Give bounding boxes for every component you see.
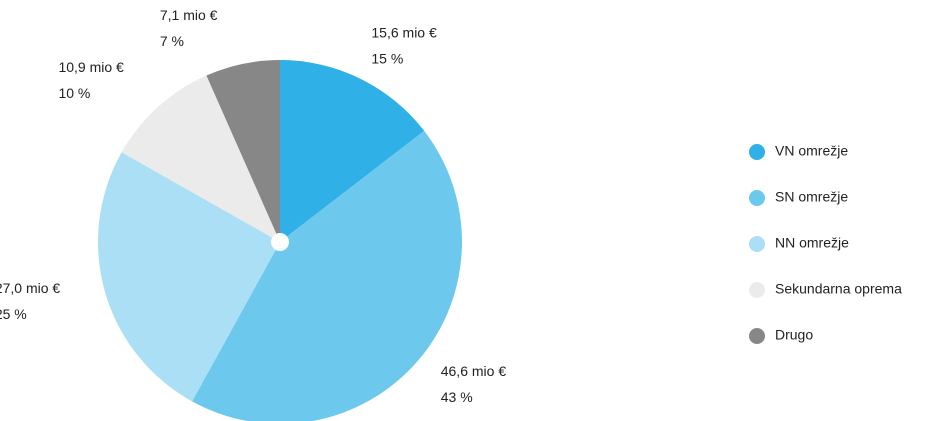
percentage-label: 10 % <box>58 85 90 101</box>
legend-label: SN omrežje <box>775 189 848 205</box>
legend-label: Drugo <box>775 327 813 343</box>
legend-label: VN omrežje <box>775 143 848 159</box>
percentage-label: 43 % <box>441 389 473 405</box>
pie-slice <box>98 152 280 402</box>
pie-slice <box>280 60 425 242</box>
value-label: 7,1 mio € <box>160 7 218 23</box>
pie-slice <box>121 75 281 243</box>
value-label: 10,9 mio € <box>58 59 124 75</box>
percentage-label: 15 % <box>371 51 403 67</box>
legend-marker <box>749 328 765 344</box>
legend-label: NN omrežje <box>775 235 849 251</box>
legend-marker <box>749 190 765 206</box>
pie-slice <box>206 60 280 242</box>
legend-marker <box>749 236 765 252</box>
percentage-label: 25 % <box>0 306 27 322</box>
percentage-label: 7 % <box>160 33 184 49</box>
value-label: 15,6 mio € <box>371 25 437 41</box>
legend-marker <box>749 282 765 298</box>
pie-slice <box>192 130 462 421</box>
value-label: 27,0 mio € <box>0 280 60 296</box>
legend-marker <box>749 144 765 160</box>
value-label: 46,6 mio € <box>441 363 507 379</box>
legend-label: Sekundarna oprema <box>775 281 902 297</box>
center-dot <box>271 233 289 251</box>
